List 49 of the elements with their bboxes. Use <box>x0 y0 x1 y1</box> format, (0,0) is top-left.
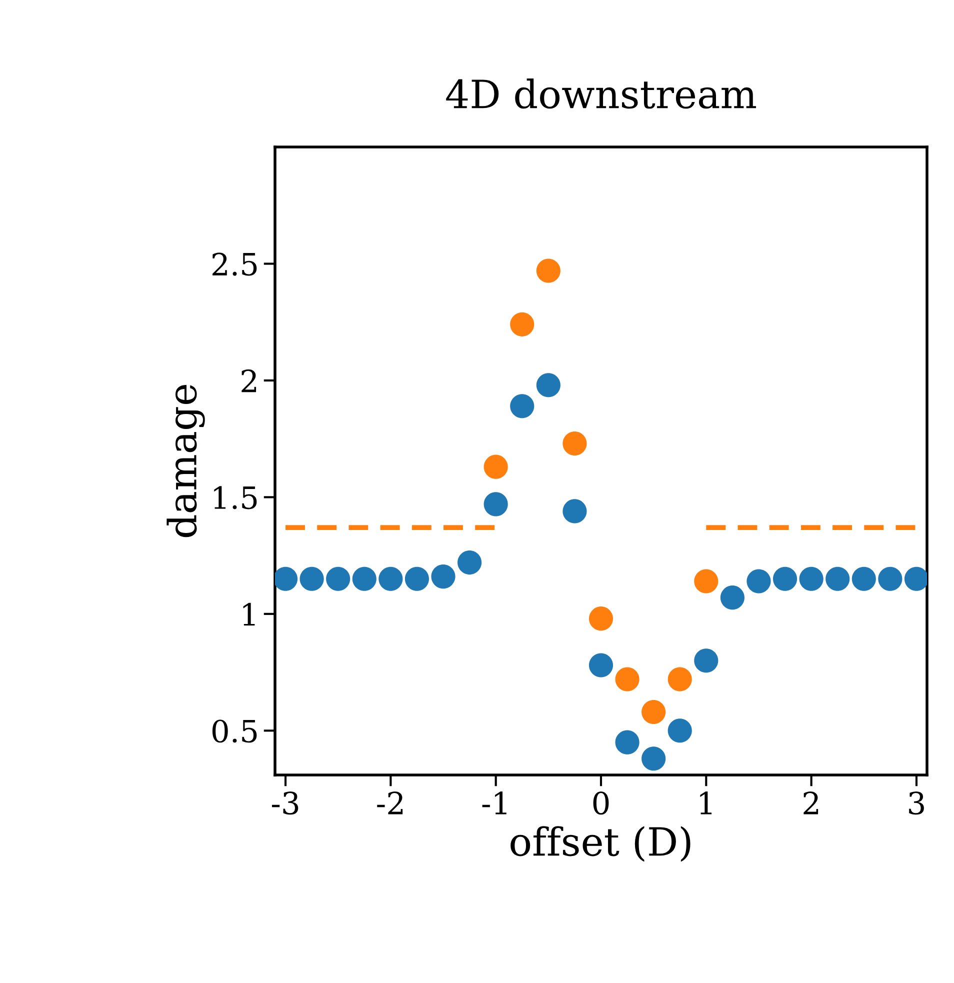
point <box>668 667 692 692</box>
y-tick-label: 1 <box>243 602 255 626</box>
point <box>275 566 298 591</box>
point <box>562 499 587 524</box>
point <box>352 566 376 591</box>
point <box>746 569 771 594</box>
point <box>536 373 560 398</box>
point <box>642 746 666 771</box>
y-tick-label: 2.5 <box>212 252 257 276</box>
point <box>668 718 692 743</box>
x-axis-title: offset (D) <box>510 826 690 862</box>
point <box>615 730 640 754</box>
point <box>878 566 902 591</box>
x-tick-label: 0 <box>593 792 609 815</box>
point <box>431 564 456 589</box>
point <box>588 606 614 631</box>
point <box>458 550 482 575</box>
chart-title: 4D downstream <box>446 78 756 109</box>
point <box>694 648 718 673</box>
y-axis-title: damage <box>166 384 205 538</box>
point <box>510 394 534 418</box>
point <box>484 454 508 479</box>
point <box>300 566 324 591</box>
point <box>588 653 614 678</box>
x-tick-label: 3 <box>909 792 924 815</box>
y-tick-label: 0.5 <box>212 720 257 743</box>
x-tick-label: -2 <box>377 792 403 814</box>
point <box>720 586 744 610</box>
y-tick-label: 2 <box>242 369 256 392</box>
point <box>615 667 640 692</box>
y-tick-label: 1.5 <box>214 486 257 510</box>
point <box>536 258 560 283</box>
point <box>326 566 350 591</box>
point <box>852 566 876 591</box>
point <box>510 312 534 336</box>
x-tick-label: 2 <box>804 792 818 814</box>
point <box>642 700 666 724</box>
point <box>799 566 824 591</box>
point <box>404 566 429 591</box>
x-tick-label: 1 <box>700 792 712 814</box>
point <box>904 566 927 591</box>
point <box>484 492 508 516</box>
point <box>826 566 850 591</box>
point <box>378 566 403 591</box>
point <box>562 431 587 456</box>
point <box>694 569 718 594</box>
x-tick-label: -1 <box>482 792 506 814</box>
point <box>773 566 798 591</box>
x-tick-label: -3 <box>272 792 298 815</box>
